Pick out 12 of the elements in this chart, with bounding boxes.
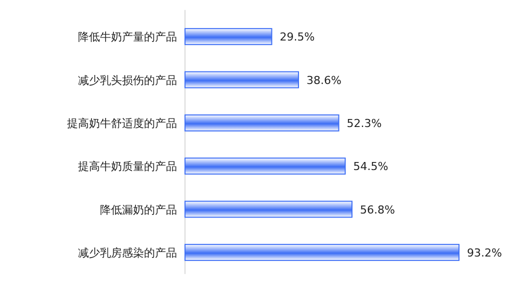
data-label: 56.8%: [360, 203, 395, 216]
y-tick-label: 降低牛奶产量的产品: [78, 30, 177, 44]
y-tick-label: 减少乳头损伤的产品: [78, 74, 177, 87]
y-tick-label: 降低漏奶的产品: [100, 203, 177, 216]
data-label: 54.5%: [353, 160, 388, 174]
data-label: 93.2%: [467, 246, 502, 260]
data-label: 38.6%: [306, 74, 342, 87]
y-tick-label: 提高奶牛舒适度的产品: [67, 116, 177, 130]
data-label: 52.3%: [346, 116, 382, 130]
y-tick-label: 减少乳房感染的产品: [78, 246, 177, 260]
data-label: 29.5%: [280, 30, 315, 44]
y-tick-label: 提高牛奶质量的产品: [78, 160, 177, 174]
